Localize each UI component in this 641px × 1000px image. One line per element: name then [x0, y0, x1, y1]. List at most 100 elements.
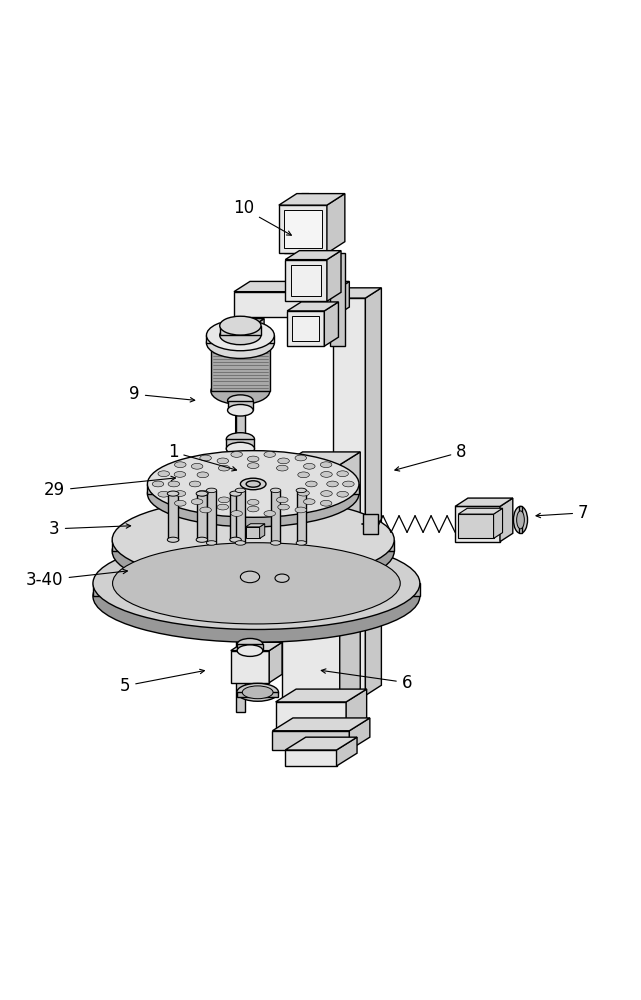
Polygon shape	[224, 324, 256, 349]
Text: 3-40: 3-40	[26, 569, 128, 589]
Ellipse shape	[206, 320, 274, 351]
Polygon shape	[237, 644, 263, 651]
Polygon shape	[189, 558, 333, 574]
Ellipse shape	[237, 683, 278, 701]
Ellipse shape	[295, 507, 306, 513]
Ellipse shape	[206, 488, 217, 493]
Polygon shape	[279, 205, 327, 253]
Text: 6: 6	[321, 669, 412, 692]
Polygon shape	[197, 494, 207, 540]
Ellipse shape	[217, 504, 229, 510]
Polygon shape	[285, 750, 337, 766]
Ellipse shape	[235, 488, 246, 493]
Polygon shape	[226, 439, 254, 449]
Ellipse shape	[206, 541, 217, 545]
Ellipse shape	[211, 329, 270, 356]
Polygon shape	[246, 524, 265, 527]
Ellipse shape	[247, 499, 259, 505]
Ellipse shape	[231, 511, 242, 516]
Polygon shape	[231, 651, 269, 683]
Ellipse shape	[174, 500, 186, 506]
Polygon shape	[324, 302, 338, 346]
Ellipse shape	[298, 490, 310, 496]
Ellipse shape	[231, 452, 242, 457]
Polygon shape	[282, 535, 333, 554]
Polygon shape	[189, 544, 385, 556]
Ellipse shape	[219, 497, 230, 503]
Polygon shape	[211, 343, 270, 391]
Ellipse shape	[197, 490, 208, 496]
Polygon shape	[231, 494, 241, 540]
Ellipse shape	[247, 456, 259, 462]
Ellipse shape	[217, 458, 229, 464]
Polygon shape	[455, 498, 513, 506]
Ellipse shape	[240, 478, 266, 490]
Ellipse shape	[191, 463, 203, 469]
Text: 9: 9	[129, 385, 195, 403]
Polygon shape	[363, 514, 378, 534]
Polygon shape	[234, 281, 349, 292]
Polygon shape	[365, 544, 385, 567]
Ellipse shape	[93, 550, 420, 642]
Polygon shape	[256, 319, 264, 349]
Polygon shape	[236, 449, 245, 484]
Ellipse shape	[320, 491, 332, 496]
Ellipse shape	[93, 537, 420, 629]
Polygon shape	[237, 692, 278, 697]
Polygon shape	[285, 251, 341, 260]
Ellipse shape	[113, 543, 400, 624]
Polygon shape	[333, 288, 381, 298]
Polygon shape	[207, 490, 216, 543]
Ellipse shape	[278, 458, 289, 464]
Ellipse shape	[247, 506, 259, 512]
Ellipse shape	[220, 326, 261, 345]
Polygon shape	[282, 465, 340, 702]
Ellipse shape	[264, 452, 276, 457]
Text: 7: 7	[536, 504, 588, 522]
Polygon shape	[236, 484, 245, 551]
Ellipse shape	[191, 499, 203, 505]
Ellipse shape	[168, 481, 179, 487]
Ellipse shape	[298, 472, 310, 478]
Polygon shape	[276, 702, 346, 731]
Text: 8: 8	[395, 443, 467, 471]
Polygon shape	[271, 490, 280, 543]
Ellipse shape	[306, 481, 317, 487]
Ellipse shape	[337, 471, 349, 477]
Ellipse shape	[200, 507, 212, 513]
Ellipse shape	[246, 481, 260, 487]
Ellipse shape	[226, 433, 254, 446]
Polygon shape	[285, 737, 357, 750]
Polygon shape	[282, 525, 349, 535]
Polygon shape	[189, 556, 365, 567]
Ellipse shape	[264, 511, 276, 516]
Polygon shape	[189, 547, 349, 558]
Ellipse shape	[304, 463, 315, 469]
Polygon shape	[272, 718, 370, 731]
Polygon shape	[269, 642, 282, 683]
Polygon shape	[282, 452, 360, 465]
Polygon shape	[333, 525, 349, 554]
Polygon shape	[333, 298, 365, 696]
Polygon shape	[147, 484, 359, 494]
Polygon shape	[228, 401, 253, 410]
Ellipse shape	[112, 498, 394, 581]
Ellipse shape	[206, 327, 274, 358]
Ellipse shape	[211, 378, 270, 404]
Polygon shape	[285, 260, 327, 301]
Polygon shape	[231, 642, 282, 651]
Polygon shape	[340, 452, 360, 702]
Polygon shape	[327, 251, 341, 301]
Polygon shape	[500, 498, 513, 542]
Polygon shape	[279, 194, 345, 205]
Polygon shape	[234, 292, 333, 317]
Ellipse shape	[158, 471, 169, 477]
Ellipse shape	[220, 316, 261, 335]
Ellipse shape	[237, 638, 263, 650]
Polygon shape	[260, 524, 265, 538]
Ellipse shape	[517, 511, 524, 529]
Polygon shape	[236, 596, 245, 638]
Polygon shape	[272, 731, 349, 750]
Ellipse shape	[226, 442, 254, 455]
Polygon shape	[112, 540, 394, 551]
